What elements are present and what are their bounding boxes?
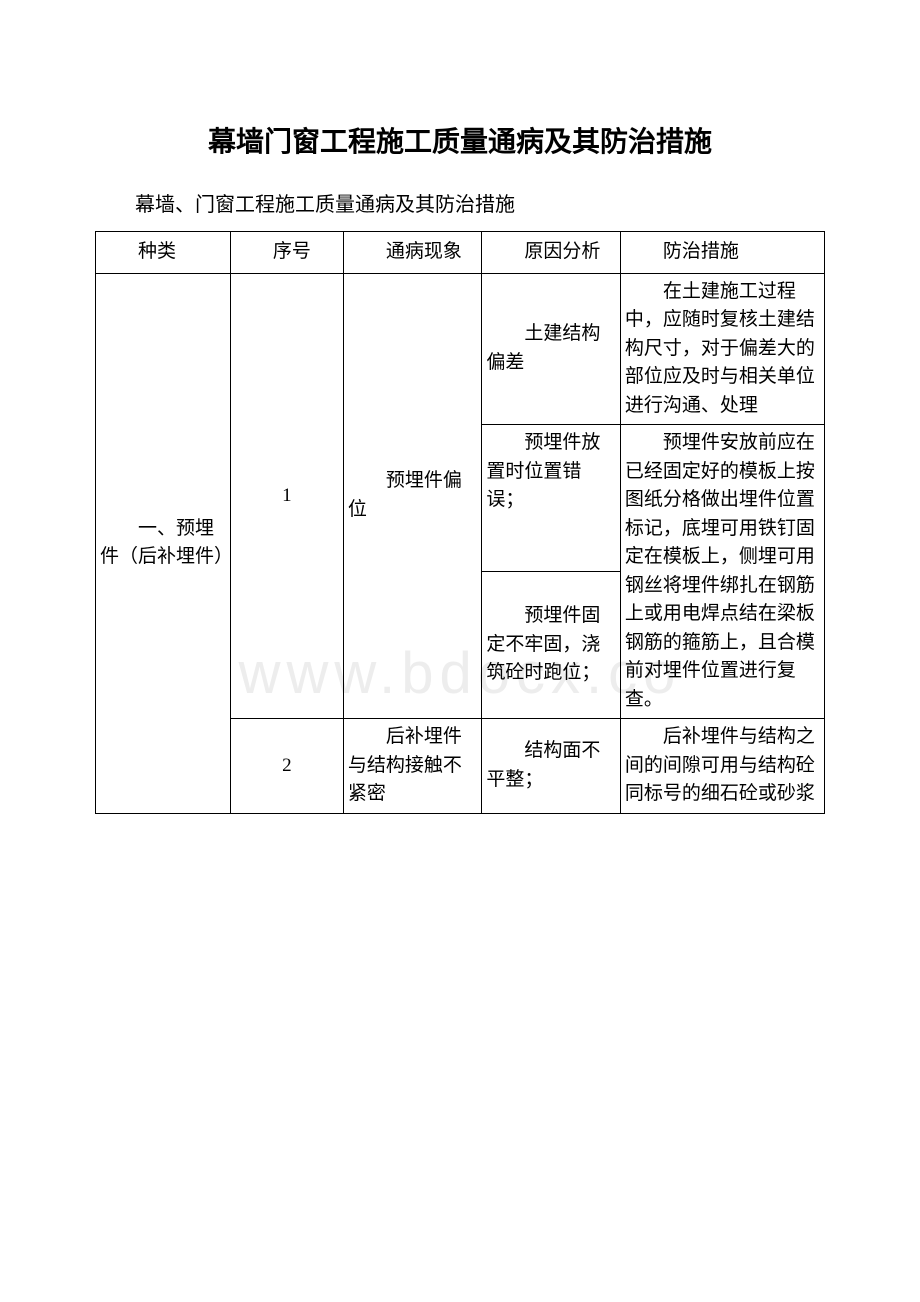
header-seq: 序号 <box>230 232 343 274</box>
header-category: 种类 <box>96 232 231 274</box>
cell-cause: 土建结构偏差 <box>482 273 621 425</box>
header-cause: 原因分析 <box>482 232 621 274</box>
header-phenomenon: 通病现象 <box>343 232 482 274</box>
cell-cause: 预埋件固定不牢固，浇筑砼时跑位； <box>482 572 621 719</box>
cell-seq: 2 <box>230 719 343 814</box>
page-title: 幕墙门窗工程施工质量通病及其防治措施 <box>95 120 825 160</box>
cell-measure: 后补埋件与结构之间的间隙可用与结构砼同标号的细石砼或砂浆 <box>620 719 824 814</box>
cell-measure: 预埋件安放前应在已经固定好的模板上按图纸分格做出埋件位置标记，底埋可用铁钉固定在… <box>620 425 824 719</box>
cell-cause: 结构面不平整； <box>482 719 621 814</box>
header-measure: 防治措施 <box>620 232 824 274</box>
cell-cause: 预埋件放置时位置错误； <box>482 425 621 572</box>
table-row: 一、预埋件（后补埋件） 1 预埋件偏位 土建结构偏差 在土建施工过程中，应随时复… <box>96 273 825 425</box>
defects-table: 种类 序号 通病现象 原因分析 防治措施 一、预埋件（后补埋件） 1 预埋件偏位… <box>95 231 825 814</box>
page-subtitle: 幕墙、门窗工程施工质量通病及其防治措施 <box>95 188 825 217</box>
cell-phenomenon: 后补埋件与结构接触不紧密 <box>343 719 482 814</box>
cell-seq: 1 <box>230 273 343 719</box>
cell-category: 一、预埋件（后补埋件） <box>96 273 231 813</box>
document-content: 幕墙门窗工程施工质量通病及其防治措施 幕墙、门窗工程施工质量通病及其防治措施 种… <box>95 120 825 814</box>
cell-measure: 在土建施工过程中，应随时复核土建结构尺寸，对于偏差大的部位应及时与相关单位进行沟… <box>620 273 824 425</box>
cell-phenomenon: 预埋件偏位 <box>343 273 482 719</box>
table-header-row: 种类 序号 通病现象 原因分析 防治措施 <box>96 232 825 274</box>
